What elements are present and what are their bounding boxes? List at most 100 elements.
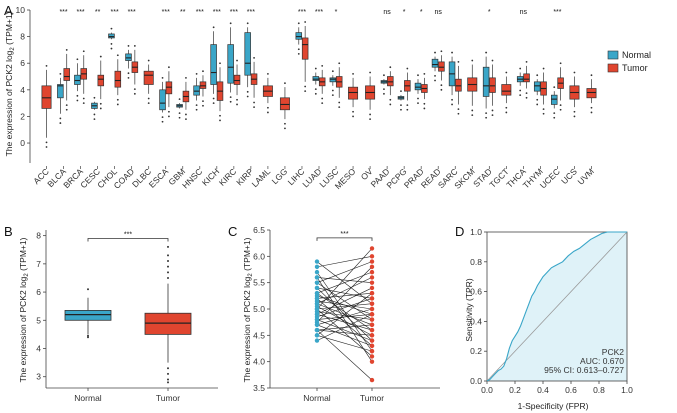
- legend-label-normal: Normal: [622, 50, 651, 60]
- box-normal-chol-box: [108, 33, 115, 39]
- box-normal-prad-outlier: [417, 97, 419, 100]
- sig-label-cesc: **: [95, 9, 101, 16]
- box-normal-thca-outlier: [519, 67, 522, 70]
- box-normal-hnsc-outlier: [195, 72, 198, 75]
- c-point-normal: [314, 269, 320, 275]
- box-tumor-blca-box: [63, 68, 70, 81]
- box-normal-coad-box: [125, 53, 132, 61]
- c-point-normal: [314, 275, 320, 280]
- c-point-normal: [314, 322, 320, 327]
- panel-b-label: B: [4, 224, 13, 239]
- box-normal-blca-outlier: [59, 117, 62, 120]
- box-tumor-prad-outlier: [423, 107, 426, 110]
- box-tumor-thca-box: [523, 73, 530, 83]
- sig-label-prad: *: [420, 9, 423, 16]
- c-point-tumor: [369, 306, 375, 312]
- box-tumor-acc-outlier: [45, 64, 48, 67]
- legend-swatch-tumor: [607, 63, 619, 73]
- box-tumor-acc-box: [41, 85, 52, 109]
- box-tumor-thym-outlier: [542, 67, 545, 70]
- sig-label-stad: *: [488, 9, 491, 16]
- box-tumor-esca-outlier: [168, 110, 170, 113]
- c-pair-line: [316, 313, 373, 341]
- c-point-tumor: [369, 338, 375, 343]
- roc-curve: [486, 231, 627, 382]
- box-tumor-coad-outlier: [133, 92, 136, 95]
- sig-label-chol: ***: [111, 9, 119, 16]
- box-tumor-blca-outlier: [65, 104, 68, 107]
- box-tumor-hnsc-outlier: [202, 70, 204, 73]
- c-point-tumor: [369, 312, 375, 317]
- box-normal-pcpg-outlier: [400, 90, 402, 93]
- box-normal-kich-box: [210, 44, 217, 85]
- b-box-tumor-outlier: [167, 265, 169, 268]
- box-normal-luad-outlier: [314, 92, 317, 95]
- c-pair-line: [316, 300, 373, 310]
- box-normal-sarc-outlier: [451, 51, 453, 54]
- box-tumor-lihc-outlier: [304, 90, 307, 93]
- legend-swatch-normal: [607, 50, 619, 60]
- sig-label-read: ns: [435, 9, 443, 16]
- box-normal-ucec-outlier: [553, 86, 556, 89]
- box-tumor-blca-outlier: [65, 49, 68, 51]
- box-normal-kich-outlier: [212, 102, 215, 105]
- c-pair-line: [316, 292, 373, 336]
- panel-c-ylabel: The expression of PCK2 log2 (TPM+1): [242, 237, 254, 382]
- box-normal-coad-outlier: [127, 76, 130, 79]
- box-normal-thca-outlier: [519, 89, 522, 92]
- xtick-label-ucs: UCS: [559, 166, 579, 186]
- sig-label-gbm: **: [180, 9, 186, 16]
- box-normal-stad-outlier: [485, 112, 488, 115]
- b-box-tumor-outlier: [167, 378, 169, 381]
- sig-label-coad: ***: [128, 9, 136, 16]
- box-tumor-uvm-box: [586, 88, 597, 99]
- box-tumor-tgct-outlier: [505, 111, 508, 114]
- box-tumor-thca-outlier: [525, 92, 528, 95]
- c-pair-line: [316, 303, 373, 310]
- box-tumor-esca-box: [165, 81, 173, 95]
- panel-a-yaxis: 0 2 4 6 8 10: [16, 5, 31, 163]
- box-normal-coad-outlier: [127, 72, 130, 75]
- ytick-label: 7: [36, 259, 41, 269]
- panel-b-plot: 3 4 5 6 7 8 Normal Tumor ***: [36, 230, 218, 403]
- box-normal-stad-outlier: [485, 116, 488, 119]
- box-normal-read-outlier: [434, 74, 436, 77]
- box-tumor-hnsc-outlier: [202, 100, 204, 103]
- c-point-normal: [314, 333, 320, 338]
- box-tumor-thym-outlier: [542, 108, 545, 111]
- c-pair-line: [316, 261, 373, 283]
- box-normal-brca-outlier: [76, 58, 79, 61]
- ytick-label: 6.0: [253, 251, 265, 261]
- box-tumor-paad-box: [387, 76, 394, 87]
- sig-label-thca: ns: [520, 9, 528, 16]
- c-point-normal: [314, 306, 320, 312]
- b-box-normal: [64, 310, 112, 321]
- box-tumor-kich-outlier: [219, 114, 221, 117]
- ytick-label: 6: [20, 58, 25, 68]
- xtick-label: 0.0: [481, 385, 493, 395]
- box-normal-esca-outlier: [161, 120, 164, 123]
- box-tumor-ov-outlier: [369, 71, 371, 74]
- box-normal-ucec-outlier: [553, 116, 556, 119]
- c-point-tumor: [369, 322, 375, 327]
- sig-label-luad: ***: [315, 9, 323, 16]
- box-tumor-kirp-outlier: [253, 106, 255, 109]
- box-normal-kirp-outlier: [246, 22, 249, 25]
- box-normal-brca-outlier: [76, 94, 79, 97]
- box-tumor-paad-outlier: [389, 66, 392, 69]
- box-tumor-ucs-outlier: [573, 115, 576, 118]
- box-tumor-coad-outlier: [133, 88, 136, 91]
- sig-label-hnsc: ***: [196, 9, 204, 16]
- box-normal-chol-outlier: [110, 27, 113, 30]
- panel-d-plot: 0.0 0.2 0.4 0.6 0.8 1.0 0.0 0.2 0.4 0.6 0.8 1.0 PCK2…: [470, 227, 633, 395]
- panel-c-plot: 3.5 4.0 4.5 5.0 5.5 6.0 6.5 Normal Tumor ***: [253, 225, 440, 403]
- panel-c: C The expression of PCK2 log2 (TPM+1) 3.…: [228, 224, 440, 403]
- xtick-label: 0.4: [537, 385, 549, 395]
- legend-label-tumor: Tumor: [622, 63, 648, 73]
- box-normal-gbm-outlier: [178, 116, 181, 119]
- c-point-tumor: [369, 301, 375, 306]
- box-tumor-gbm-outlier: [185, 76, 187, 79]
- c-point-tumor: [369, 275, 375, 280]
- sig-label-pcpg: *: [403, 9, 406, 16]
- c-point-tumor: [369, 343, 375, 349]
